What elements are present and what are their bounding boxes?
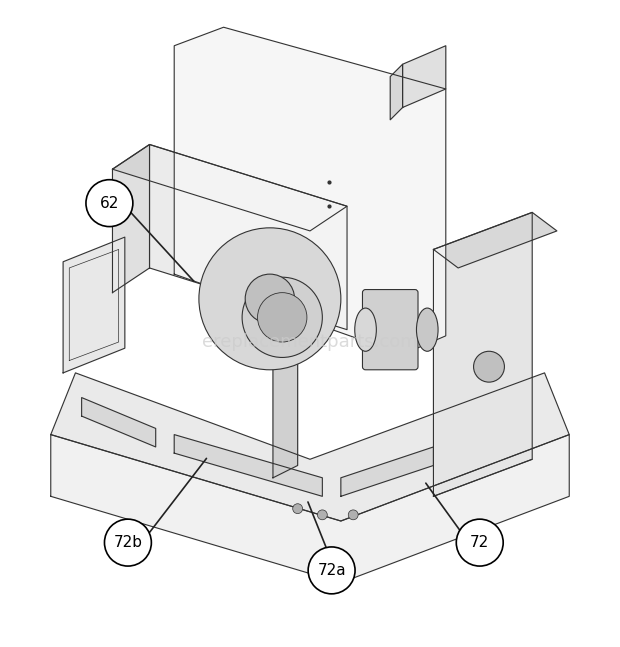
Circle shape [293, 504, 303, 514]
Polygon shape [433, 212, 557, 268]
Polygon shape [51, 373, 569, 521]
Text: 62: 62 [100, 195, 119, 211]
Ellipse shape [355, 308, 376, 351]
Circle shape [242, 277, 322, 357]
Polygon shape [273, 342, 298, 477]
Polygon shape [63, 237, 125, 373]
Polygon shape [174, 27, 446, 355]
FancyBboxPatch shape [363, 290, 418, 370]
Polygon shape [149, 144, 347, 330]
Circle shape [308, 547, 355, 594]
Circle shape [348, 510, 358, 520]
Polygon shape [112, 144, 347, 231]
Circle shape [257, 292, 307, 342]
Polygon shape [433, 212, 532, 496]
Circle shape [317, 510, 327, 520]
Circle shape [474, 351, 505, 382]
Polygon shape [82, 397, 156, 447]
Polygon shape [174, 435, 322, 496]
Polygon shape [51, 435, 569, 583]
Circle shape [456, 519, 503, 566]
Polygon shape [402, 46, 446, 107]
Circle shape [86, 180, 133, 226]
Circle shape [245, 274, 294, 324]
Ellipse shape [417, 308, 438, 351]
Polygon shape [390, 64, 402, 120]
Text: 72a: 72a [317, 563, 346, 578]
Text: 72b: 72b [113, 535, 143, 550]
Ellipse shape [366, 292, 415, 367]
Text: ereplacementparts.com: ereplacementparts.com [202, 333, 418, 351]
Text: 72: 72 [470, 535, 489, 550]
Polygon shape [341, 447, 433, 496]
Polygon shape [112, 144, 149, 292]
Circle shape [199, 228, 341, 370]
Circle shape [104, 519, 151, 566]
